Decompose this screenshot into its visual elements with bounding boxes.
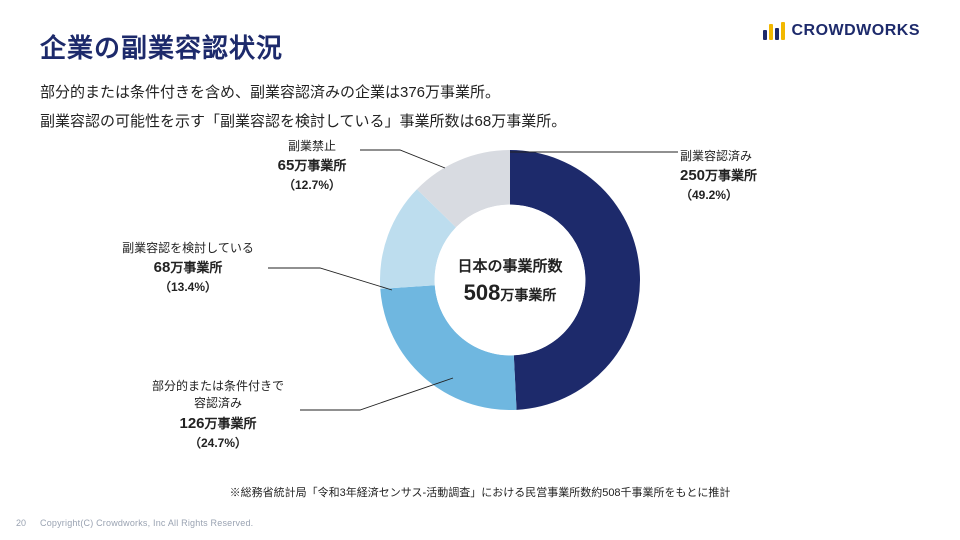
slice-count: 68万事業所 xyxy=(122,257,254,279)
slice-label-text: 副業容認を検討している xyxy=(122,240,254,257)
slice-count: 65万事業所 xyxy=(278,155,347,177)
slice-label-text: 部分的または条件付きで xyxy=(152,378,284,395)
page-number: 20 xyxy=(16,518,26,528)
logo-bar xyxy=(781,22,785,40)
logo-bar xyxy=(769,24,773,40)
slice-label-text: 副業禁止 xyxy=(278,138,347,155)
leader-considering xyxy=(268,268,392,290)
slice-pct: （12.7%） xyxy=(278,177,347,194)
footnote: ※総務省統計局「令和3年経済センサス-活動調査」における民営事業所数約508千事… xyxy=(0,484,960,500)
subtitle-line: 部分的または条件付きを含め、副業容認済みの企業は376万事業所。 xyxy=(40,79,920,108)
slice-pct: （24.7%） xyxy=(152,435,284,452)
slice-label-approved: 副業容認済み250万事業所（49.2%） xyxy=(680,148,757,205)
slide: 企業の副業容認状況 CROWDWORKS 部分的または条件付きを含め、副業容認済… xyxy=(0,0,960,540)
slice-label-prohibited: 副業禁止65万事業所（12.7%） xyxy=(278,138,347,195)
logo-text: CROWDWORKS xyxy=(791,22,920,40)
slice-label-text: 副業容認済み xyxy=(680,148,757,165)
donut-chart: 日本の事業所数 508万事業所 副業容認済み250万事業所（49.2%）部分的ま… xyxy=(0,130,960,470)
slice-label-considering: 副業容認を検討している68万事業所（13.4%） xyxy=(122,240,254,297)
slice-label-partial: 部分的または条件付きで容認済み126万事業所（24.7%） xyxy=(152,378,284,452)
brand-logo: CROWDWORKS xyxy=(763,22,920,40)
slice-pct: （13.4%） xyxy=(122,279,254,296)
slice-count: 126万事業所 xyxy=(152,413,284,435)
slice-count: 250万事業所 xyxy=(680,165,757,187)
slice-label-text: 容認済み xyxy=(152,395,284,412)
logo-bar xyxy=(763,30,767,40)
logo-bar xyxy=(775,28,779,40)
slice-pct: （49.2%） xyxy=(680,187,757,204)
copyright: Copyright(C) Crowdworks, Inc All Rights … xyxy=(40,518,253,528)
logo-bars-icon xyxy=(763,22,785,40)
subtitle: 部分的または条件付きを含め、副業容認済みの企業は376万事業所。 副業容認の可能… xyxy=(40,79,920,136)
donut-svg xyxy=(380,150,640,410)
